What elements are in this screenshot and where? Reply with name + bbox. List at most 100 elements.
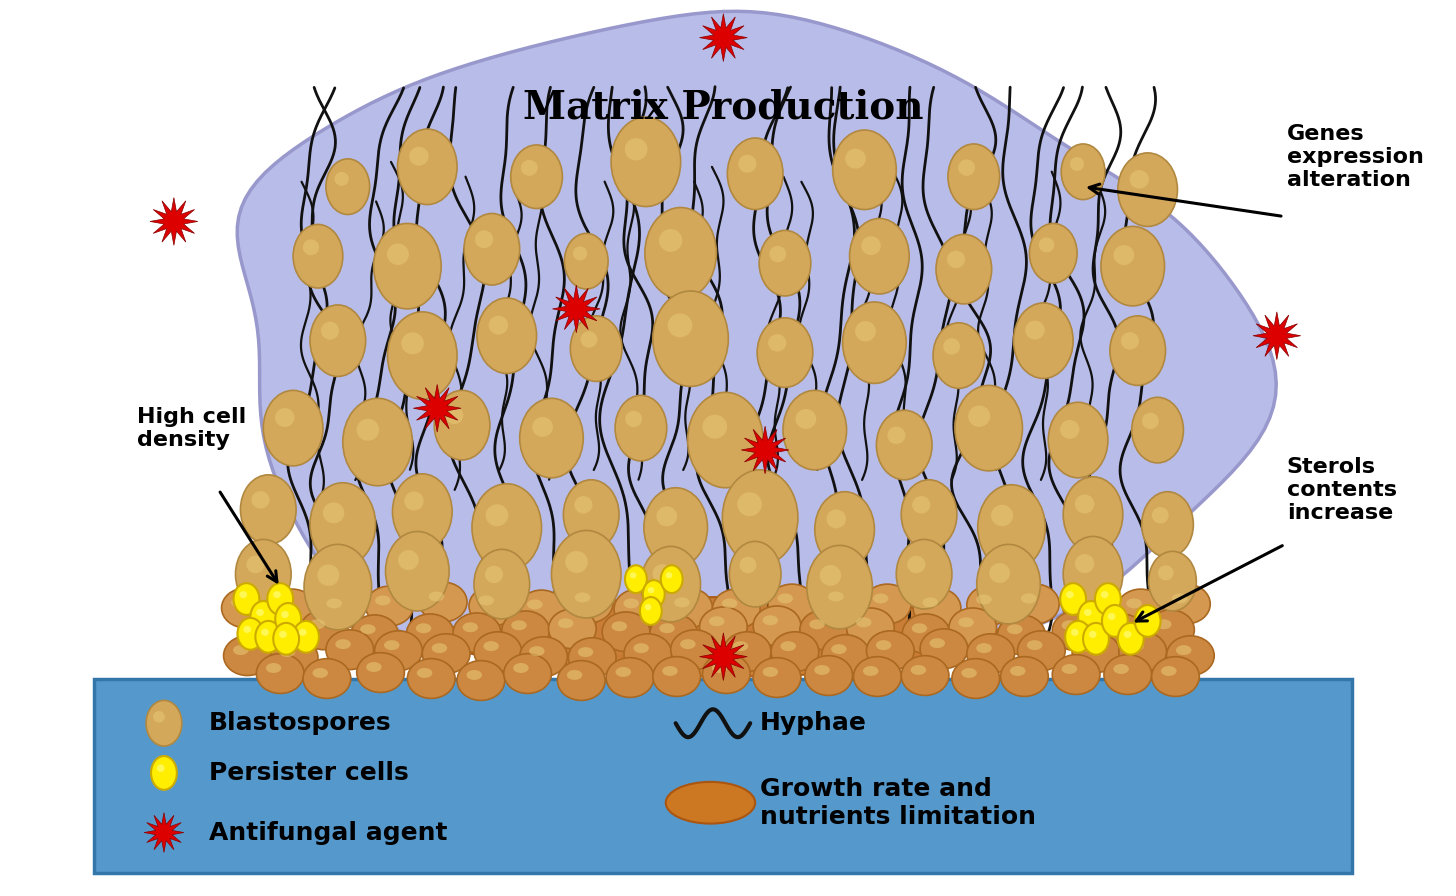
Ellipse shape <box>1142 413 1159 429</box>
Ellipse shape <box>475 230 494 248</box>
Ellipse shape <box>1118 623 1143 655</box>
Ellipse shape <box>1072 633 1120 673</box>
Ellipse shape <box>393 474 453 549</box>
Ellipse shape <box>549 609 596 649</box>
Ellipse shape <box>976 643 992 653</box>
Ellipse shape <box>923 598 938 607</box>
Ellipse shape <box>1048 402 1108 478</box>
Ellipse shape <box>432 643 447 653</box>
Ellipse shape <box>1010 666 1025 676</box>
Ellipse shape <box>936 235 992 304</box>
Ellipse shape <box>639 597 662 625</box>
Ellipse shape <box>702 415 727 439</box>
Ellipse shape <box>326 599 342 608</box>
Ellipse shape <box>387 312 457 400</box>
Ellipse shape <box>250 601 277 633</box>
Ellipse shape <box>1147 610 1194 650</box>
Ellipse shape <box>933 323 984 388</box>
Ellipse shape <box>575 592 590 602</box>
Ellipse shape <box>351 615 399 655</box>
Ellipse shape <box>665 573 673 579</box>
Ellipse shape <box>1072 629 1079 636</box>
Ellipse shape <box>518 590 565 630</box>
Ellipse shape <box>831 644 846 654</box>
Ellipse shape <box>578 647 593 657</box>
Ellipse shape <box>405 492 424 511</box>
Ellipse shape <box>574 246 587 261</box>
Ellipse shape <box>644 580 665 608</box>
Ellipse shape <box>310 483 376 566</box>
Text: Antifungal agent: Antifungal agent <box>208 821 447 845</box>
Polygon shape <box>1254 312 1300 359</box>
Ellipse shape <box>1127 599 1142 608</box>
Ellipse shape <box>255 621 281 652</box>
Polygon shape <box>237 12 1277 662</box>
Ellipse shape <box>877 410 932 479</box>
Ellipse shape <box>807 546 872 629</box>
Ellipse shape <box>479 596 494 606</box>
Ellipse shape <box>897 539 952 609</box>
Ellipse shape <box>958 617 974 627</box>
Ellipse shape <box>901 656 949 695</box>
Text: High cell
density: High cell density <box>137 407 246 450</box>
Ellipse shape <box>520 399 584 478</box>
Ellipse shape <box>795 409 817 429</box>
Ellipse shape <box>737 492 761 516</box>
Ellipse shape <box>1128 642 1144 651</box>
Ellipse shape <box>1124 631 1131 638</box>
Ellipse shape <box>323 503 344 523</box>
Ellipse shape <box>662 666 677 676</box>
Ellipse shape <box>478 298 537 374</box>
Ellipse shape <box>772 632 818 672</box>
Ellipse shape <box>1160 666 1176 676</box>
Ellipse shape <box>1162 584 1210 624</box>
Ellipse shape <box>240 475 296 545</box>
Ellipse shape <box>910 665 926 675</box>
Ellipse shape <box>722 470 798 565</box>
Polygon shape <box>552 285 600 332</box>
Ellipse shape <box>967 633 1015 674</box>
Ellipse shape <box>1063 585 1109 625</box>
Ellipse shape <box>989 563 1010 583</box>
Ellipse shape <box>856 617 872 627</box>
Ellipse shape <box>259 620 275 630</box>
Ellipse shape <box>464 213 520 285</box>
Ellipse shape <box>342 399 412 486</box>
Ellipse shape <box>665 588 712 628</box>
Ellipse shape <box>565 233 609 289</box>
Ellipse shape <box>1082 642 1096 652</box>
Ellipse shape <box>665 782 756 823</box>
Ellipse shape <box>648 587 654 593</box>
Ellipse shape <box>1130 170 1149 188</box>
Ellipse shape <box>428 591 444 601</box>
Ellipse shape <box>853 657 901 696</box>
Ellipse shape <box>574 496 593 513</box>
Ellipse shape <box>778 593 794 603</box>
Ellipse shape <box>709 616 725 626</box>
Ellipse shape <box>1000 657 1048 696</box>
Ellipse shape <box>1075 495 1095 513</box>
Ellipse shape <box>625 138 648 160</box>
Ellipse shape <box>511 620 527 630</box>
Ellipse shape <box>641 547 700 622</box>
Ellipse shape <box>913 496 930 513</box>
Ellipse shape <box>1142 492 1194 557</box>
Ellipse shape <box>815 492 875 567</box>
Ellipse shape <box>565 551 588 573</box>
Ellipse shape <box>1156 619 1172 629</box>
Ellipse shape <box>317 589 364 629</box>
Ellipse shape <box>1008 625 1022 634</box>
Ellipse shape <box>397 550 419 570</box>
Ellipse shape <box>623 599 639 608</box>
Ellipse shape <box>310 305 365 376</box>
Ellipse shape <box>581 332 597 348</box>
Ellipse shape <box>146 701 182 746</box>
Ellipse shape <box>903 614 949 654</box>
Ellipse shape <box>630 573 636 579</box>
Ellipse shape <box>929 638 945 648</box>
Ellipse shape <box>1140 613 1149 620</box>
Ellipse shape <box>568 638 616 677</box>
Ellipse shape <box>384 640 399 650</box>
Text: Growth rate and
nutrients limitation: Growth rate and nutrients limitation <box>760 777 1037 829</box>
Ellipse shape <box>1089 631 1096 638</box>
